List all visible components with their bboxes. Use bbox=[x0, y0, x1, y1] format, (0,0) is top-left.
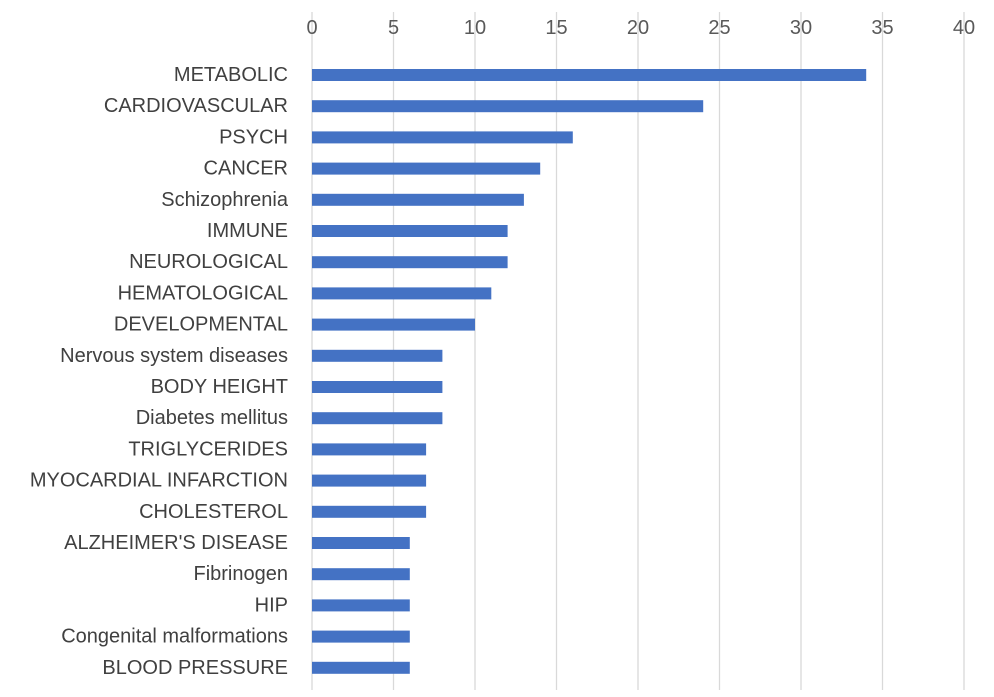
bar bbox=[312, 505, 427, 518]
bar bbox=[312, 349, 443, 362]
category-label: BLOOD PRESSURE bbox=[102, 657, 288, 679]
category-labels: METABOLIC CARDIOVASCULAR PSYCH CANCER Schizo… bbox=[30, 64, 289, 679]
x-tick-label: 20 bbox=[627, 17, 649, 39]
category-label: Schizophrenia bbox=[161, 189, 289, 211]
bar bbox=[312, 256, 508, 269]
x-tick-label: 0 bbox=[306, 17, 317, 39]
bar bbox=[312, 661, 410, 674]
bar bbox=[312, 599, 410, 612]
bar bbox=[312, 412, 443, 425]
bar bbox=[312, 568, 410, 581]
category-label: MYOCARDIAL INFARCTION bbox=[30, 470, 288, 492]
category-label: CHOLESTEROL bbox=[139, 501, 288, 523]
category-label: TRIGLYCERIDES bbox=[128, 438, 288, 460]
x-tick-label: 5 bbox=[388, 17, 399, 39]
bar bbox=[312, 537, 410, 549]
x-tick-label: 30 bbox=[790, 17, 812, 39]
category-label: PSYCH bbox=[219, 126, 288, 148]
category-label: NEUROLOGICAL bbox=[129, 251, 288, 273]
bar bbox=[312, 131, 573, 144]
category-label: CARDIOVASCULAR bbox=[104, 95, 288, 117]
category-label: HEMATOLOGICAL bbox=[118, 282, 288, 304]
category-label: Fibrinogen bbox=[193, 563, 288, 585]
category-label: ALZHEIMER'S DISEASE bbox=[64, 532, 288, 554]
category-label: Congenital malformations bbox=[61, 626, 288, 648]
bar bbox=[312, 193, 524, 206]
bar bbox=[312, 225, 508, 237]
bar bbox=[312, 474, 427, 487]
x-tick-label: 40 bbox=[953, 17, 975, 39]
category-label: BODY HEIGHT bbox=[151, 376, 288, 398]
category-label: Diabetes mellitus bbox=[136, 407, 288, 429]
category-label: Nervous system diseases bbox=[60, 345, 288, 367]
category-label: DEVELOPMENTAL bbox=[114, 314, 288, 336]
bar bbox=[312, 162, 541, 175]
category-label: HIP bbox=[255, 594, 288, 616]
bar bbox=[312, 381, 443, 393]
gridlines bbox=[311, 12, 965, 690]
x-tick-label: 25 bbox=[708, 17, 730, 39]
x-axis-tick-labels: 0 5 10 15 20 25 30 35 40 bbox=[306, 17, 975, 39]
x-tick-label: 15 bbox=[545, 17, 567, 39]
bar bbox=[312, 630, 410, 643]
category-label: IMMUNE bbox=[207, 220, 288, 242]
x-tick-label: 35 bbox=[871, 17, 893, 39]
bar bbox=[312, 100, 704, 113]
bar bbox=[312, 287, 492, 300]
x-tick-label: 10 bbox=[464, 17, 486, 39]
category-label: METABOLIC bbox=[174, 64, 288, 86]
bar bbox=[312, 318, 475, 331]
bar bbox=[312, 443, 427, 456]
bar bbox=[312, 69, 867, 81]
bars bbox=[312, 69, 867, 674]
category-label: CANCER bbox=[204, 158, 288, 180]
